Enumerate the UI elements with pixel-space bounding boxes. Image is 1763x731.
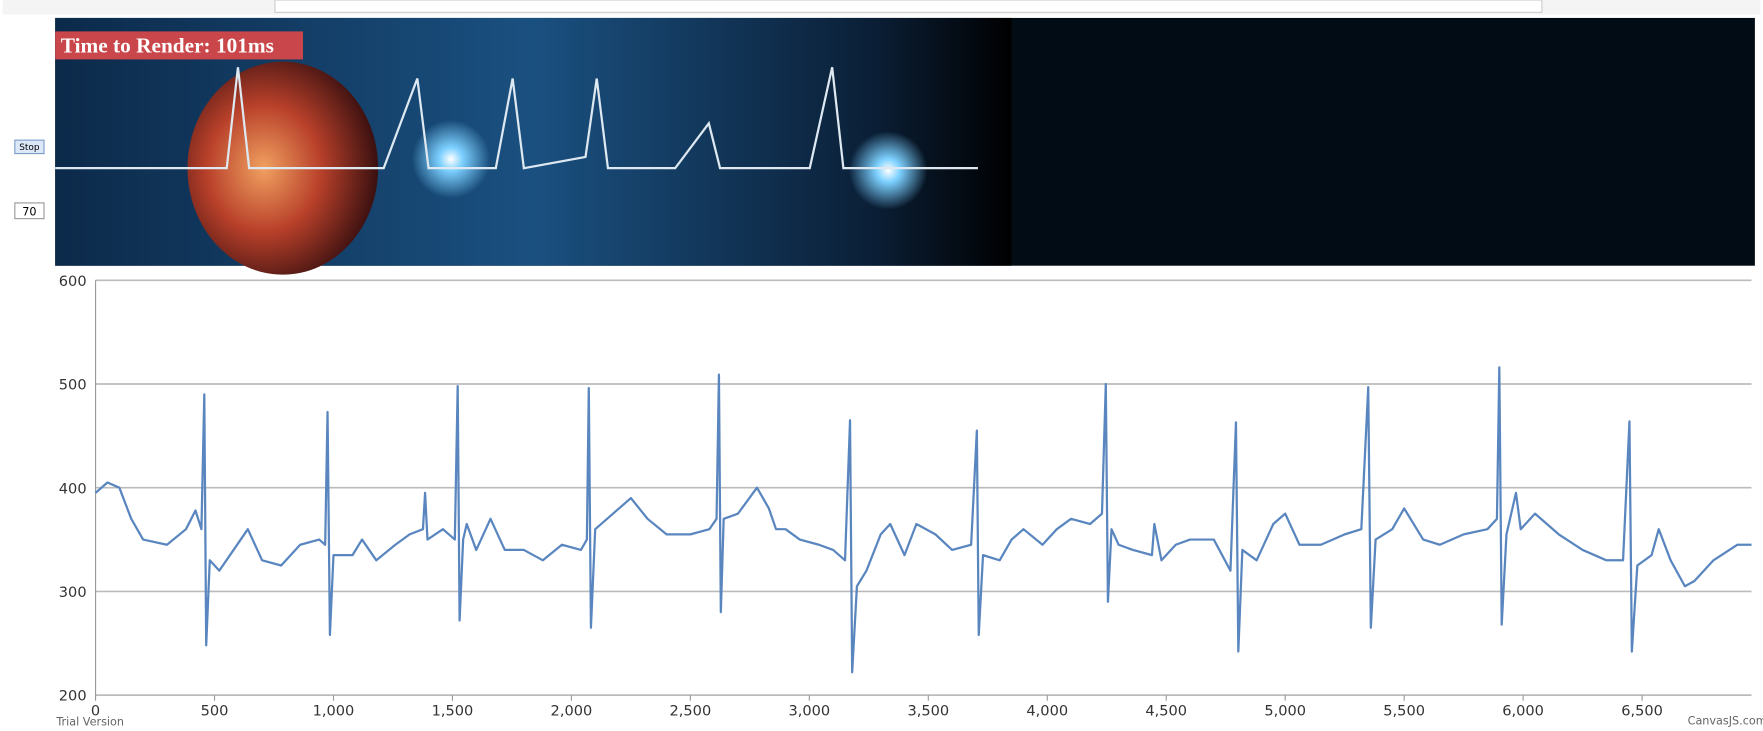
y-tick-label: 600 bbox=[59, 273, 87, 290]
stop-button-label[interactable]: Stop bbox=[19, 143, 40, 153]
x-tick-label: 3,000 bbox=[788, 702, 830, 719]
ecg-line bbox=[96, 367, 1752, 672]
x-tick-label: 3,500 bbox=[907, 702, 949, 719]
trial-note: Trial Version bbox=[55, 715, 124, 728]
x-tick-label: 0 bbox=[91, 702, 100, 719]
x-tick-label: 4,000 bbox=[1026, 702, 1068, 719]
rate-input-value[interactable]: 70 bbox=[22, 205, 36, 218]
x-tick-label: 2,000 bbox=[551, 702, 593, 719]
y-tick-label: 300 bbox=[59, 584, 87, 601]
credit: CanvasJS.com bbox=[1688, 714, 1763, 727]
y-tick-label: 500 bbox=[59, 377, 87, 394]
render-time: Time to Render: 101ms bbox=[61, 34, 274, 58]
chart: 200 300 400 500 600 0 500 1,000 1,500 2,000 2,500 3… bbox=[59, 273, 1752, 719]
x-tick-label: 6,000 bbox=[1502, 702, 1544, 719]
x-tick-label: 500 bbox=[201, 702, 229, 719]
x-tick-label: 2,500 bbox=[670, 702, 712, 719]
y-tick-label: 200 bbox=[59, 688, 87, 705]
y-tick-label: 400 bbox=[59, 480, 87, 497]
address-box bbox=[275, 0, 1542, 12]
x-tick-label: 1,000 bbox=[313, 702, 355, 719]
x-tick-label: 4,500 bbox=[1145, 702, 1187, 719]
x-tick-label: 5,500 bbox=[1383, 702, 1425, 719]
x-tick-label: 1,500 bbox=[432, 702, 474, 719]
page: Time to Render: 101ms Stop 70 Trial Vers… bbox=[0, 0, 1763, 731]
flare bbox=[849, 131, 927, 209]
x-tick-label: 5,000 bbox=[1264, 702, 1306, 719]
x-tick-label: 6,500 bbox=[1621, 702, 1663, 719]
